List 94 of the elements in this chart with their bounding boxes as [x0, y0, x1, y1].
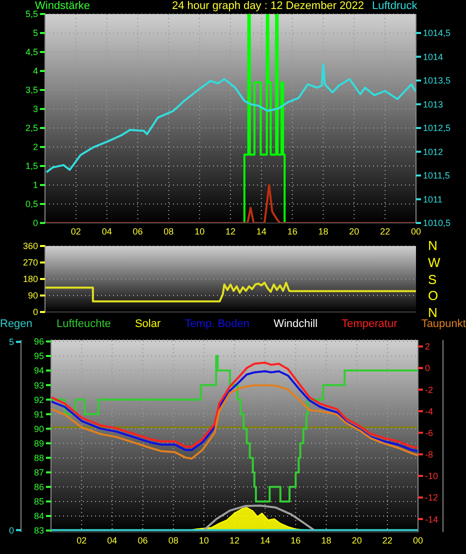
- y2-tick-label: 1013,5: [423, 76, 451, 86]
- y-tick-label: 360: [22, 241, 38, 252]
- x-tick-label: 04: [102, 226, 112, 236]
- y2-tick-label: 1014,5: [423, 28, 451, 38]
- x-tick-label: 02: [70, 226, 81, 236]
- x-tick-label: 14: [260, 535, 270, 546]
- y2-tick-label: 1013: [423, 99, 444, 110]
- y-tick-label: 90: [34, 424, 44, 434]
- text: N: [428, 238, 438, 253]
- y2-tick-label: -6: [425, 428, 434, 438]
- y-axis-title: Windstärke: [35, 0, 90, 12]
- y-tick-label: 3,5: [25, 85, 38, 96]
- y2-tick-label: -10: [425, 471, 438, 482]
- x-tick-label: 16: [290, 535, 301, 546]
- text: Temp. Boden: [184, 318, 250, 330]
- y-tick-label: 89: [34, 438, 44, 448]
- line-series: [51, 384, 418, 460]
- x-tick-label: 16: [287, 226, 298, 236]
- x-tick-label: 00: [412, 535, 424, 546]
- y2-tick-label: 1012,5: [423, 123, 451, 134]
- y-tick-label: 96: [34, 336, 44, 347]
- legend-label: Windchill: [274, 318, 318, 330]
- x-tick-label: 12: [229, 535, 240, 546]
- x-tick-label: 14: [256, 226, 266, 236]
- y2-tick-label: 1012: [423, 146, 444, 157]
- y-tick-label: 92: [34, 394, 44, 405]
- y2-tick-label: -4: [425, 406, 434, 416]
- y2-tick-label: 1011: [423, 194, 442, 204]
- x-tick-label: 00: [410, 226, 422, 236]
- y2-tick-label: 0: [425, 363, 430, 374]
- text: Regen: [0, 318, 32, 330]
- y-tick-label: 3: [32, 104, 38, 114]
- y-tick-label: 5: [32, 28, 38, 38]
- line-series: [45, 184, 416, 223]
- text: S: [428, 272, 438, 286]
- y2-tick-label: -2: [425, 384, 434, 395]
- x-tick-label: 04: [107, 535, 118, 546]
- x-tick-label: 02: [76, 535, 87, 546]
- y2-tick-label: 2: [425, 342, 430, 352]
- text: Temperatur: [342, 318, 398, 330]
- x-tick-label: 18: [318, 226, 328, 236]
- y-tick-label: 2: [32, 142, 38, 152]
- y-tick-label: 93: [34, 380, 44, 390]
- y-tick-label: 5,5: [25, 9, 38, 20]
- y-tick-label: 83: [34, 526, 44, 536]
- y2-tick-label: -14: [425, 514, 438, 524]
- text: Solar: [134, 318, 161, 330]
- y-tick-label: 2,5: [25, 123, 38, 134]
- y-tick-label: 87: [34, 468, 44, 478]
- y-tick-label: 4,5: [25, 47, 38, 58]
- y2-tick-label: -12: [425, 492, 438, 503]
- y-tick-label: 4: [32, 66, 38, 76]
- x-tick-label: 08: [164, 226, 174, 236]
- x-tick-label: 06: [138, 535, 148, 546]
- chart-title: 24 hour graph day : 12 Dezember 2022: [172, 0, 364, 13]
- y2-tick-label: 1011,5: [423, 170, 450, 181]
- text: Taupunkt: [421, 318, 466, 330]
- x-tick-label: 08: [168, 535, 178, 546]
- y-tick-label: 84: [34, 511, 44, 522]
- x-tick-label: 18: [321, 535, 332, 546]
- y-tick-label: 0: [32, 307, 38, 318]
- y3-tick-label: 0: [8, 525, 14, 536]
- x-tick-label: 12: [225, 226, 236, 236]
- x-tick-label: 10: [194, 226, 205, 236]
- y-tick-label: 180: [22, 274, 38, 284]
- y-tick-label: 1,5: [25, 161, 38, 172]
- y-tick-label: 0,5: [25, 199, 38, 210]
- text: N: [428, 305, 438, 320]
- y2-axis-title: Luftdruck: [372, 0, 418, 13]
- y2-tick-label: -8: [425, 450, 434, 460]
- y-tick-label: 1: [32, 180, 38, 190]
- y-tick-label: 86: [34, 482, 44, 492]
- text: W: [428, 254, 440, 270]
- y3-tick-label: 5: [8, 337, 14, 348]
- x-tick-label: 22: [382, 535, 392, 546]
- text: Luftfeuchte: [56, 318, 111, 330]
- y-tick-label: 95: [34, 351, 44, 362]
- x-tick-label: 22: [380, 226, 390, 236]
- x-tick-label: 06: [132, 226, 143, 236]
- y-tick-label: 85: [34, 496, 44, 507]
- x-tick-label: 10: [198, 535, 209, 546]
- line-series: [45, 282, 416, 302]
- y-tick-label: 90: [28, 290, 38, 301]
- y-tick-label: 88: [34, 453, 44, 464]
- y2-tick-label: 1010,5: [423, 218, 451, 228]
- line-series: [46, 63, 416, 174]
- x-tick-label: 20: [349, 226, 360, 236]
- y-tick-label: 94: [34, 366, 44, 376]
- text: O: [428, 288, 440, 304]
- y2-tick-label: 1014: [423, 52, 444, 62]
- y-tick-label: 270: [22, 258, 38, 268]
- y-tick-label: 91: [34, 409, 44, 420]
- x-tick-label: 20: [352, 535, 362, 546]
- y-tick-label: 0: [32, 218, 38, 228]
